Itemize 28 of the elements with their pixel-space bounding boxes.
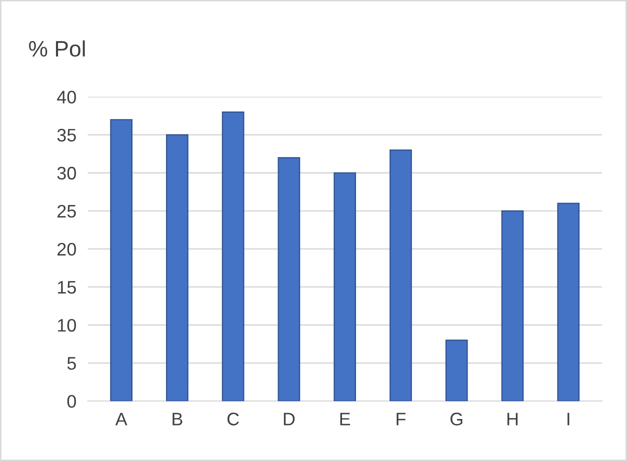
bar <box>278 157 300 402</box>
x-tick-label: I <box>568 412 570 426</box>
y-tick-label: 40 <box>57 90 76 104</box>
x-tick-label: G <box>450 412 462 426</box>
x-tick-label: E <box>340 412 350 426</box>
bar <box>501 210 524 402</box>
y-tick-label: 20 <box>57 242 76 256</box>
x-tick-label: D <box>284 412 295 426</box>
bar <box>445 340 468 402</box>
y-tick-label: 5 <box>67 357 76 370</box>
x-tick-label: F <box>396 412 406 426</box>
y-tick-label: 15 <box>58 281 76 294</box>
y-tick-label: 30 <box>57 166 76 180</box>
x-tick-label: H <box>507 412 518 426</box>
y-tick-label: 0 <box>67 395 76 408</box>
bar <box>222 111 244 402</box>
bar <box>166 134 188 402</box>
x-tick-label: B <box>172 412 182 426</box>
x-tick-label: A <box>115 412 128 426</box>
y-tick-label: 10 <box>58 318 76 332</box>
y-tick-label: 25 <box>57 204 76 218</box>
bar <box>334 172 356 402</box>
bar <box>390 150 412 402</box>
chart-title: % Pol <box>29 40 85 57</box>
x-tick-label: C <box>227 412 239 426</box>
y-tick-label: 35 <box>57 128 76 142</box>
bar <box>557 202 580 402</box>
bar <box>110 119 132 402</box>
